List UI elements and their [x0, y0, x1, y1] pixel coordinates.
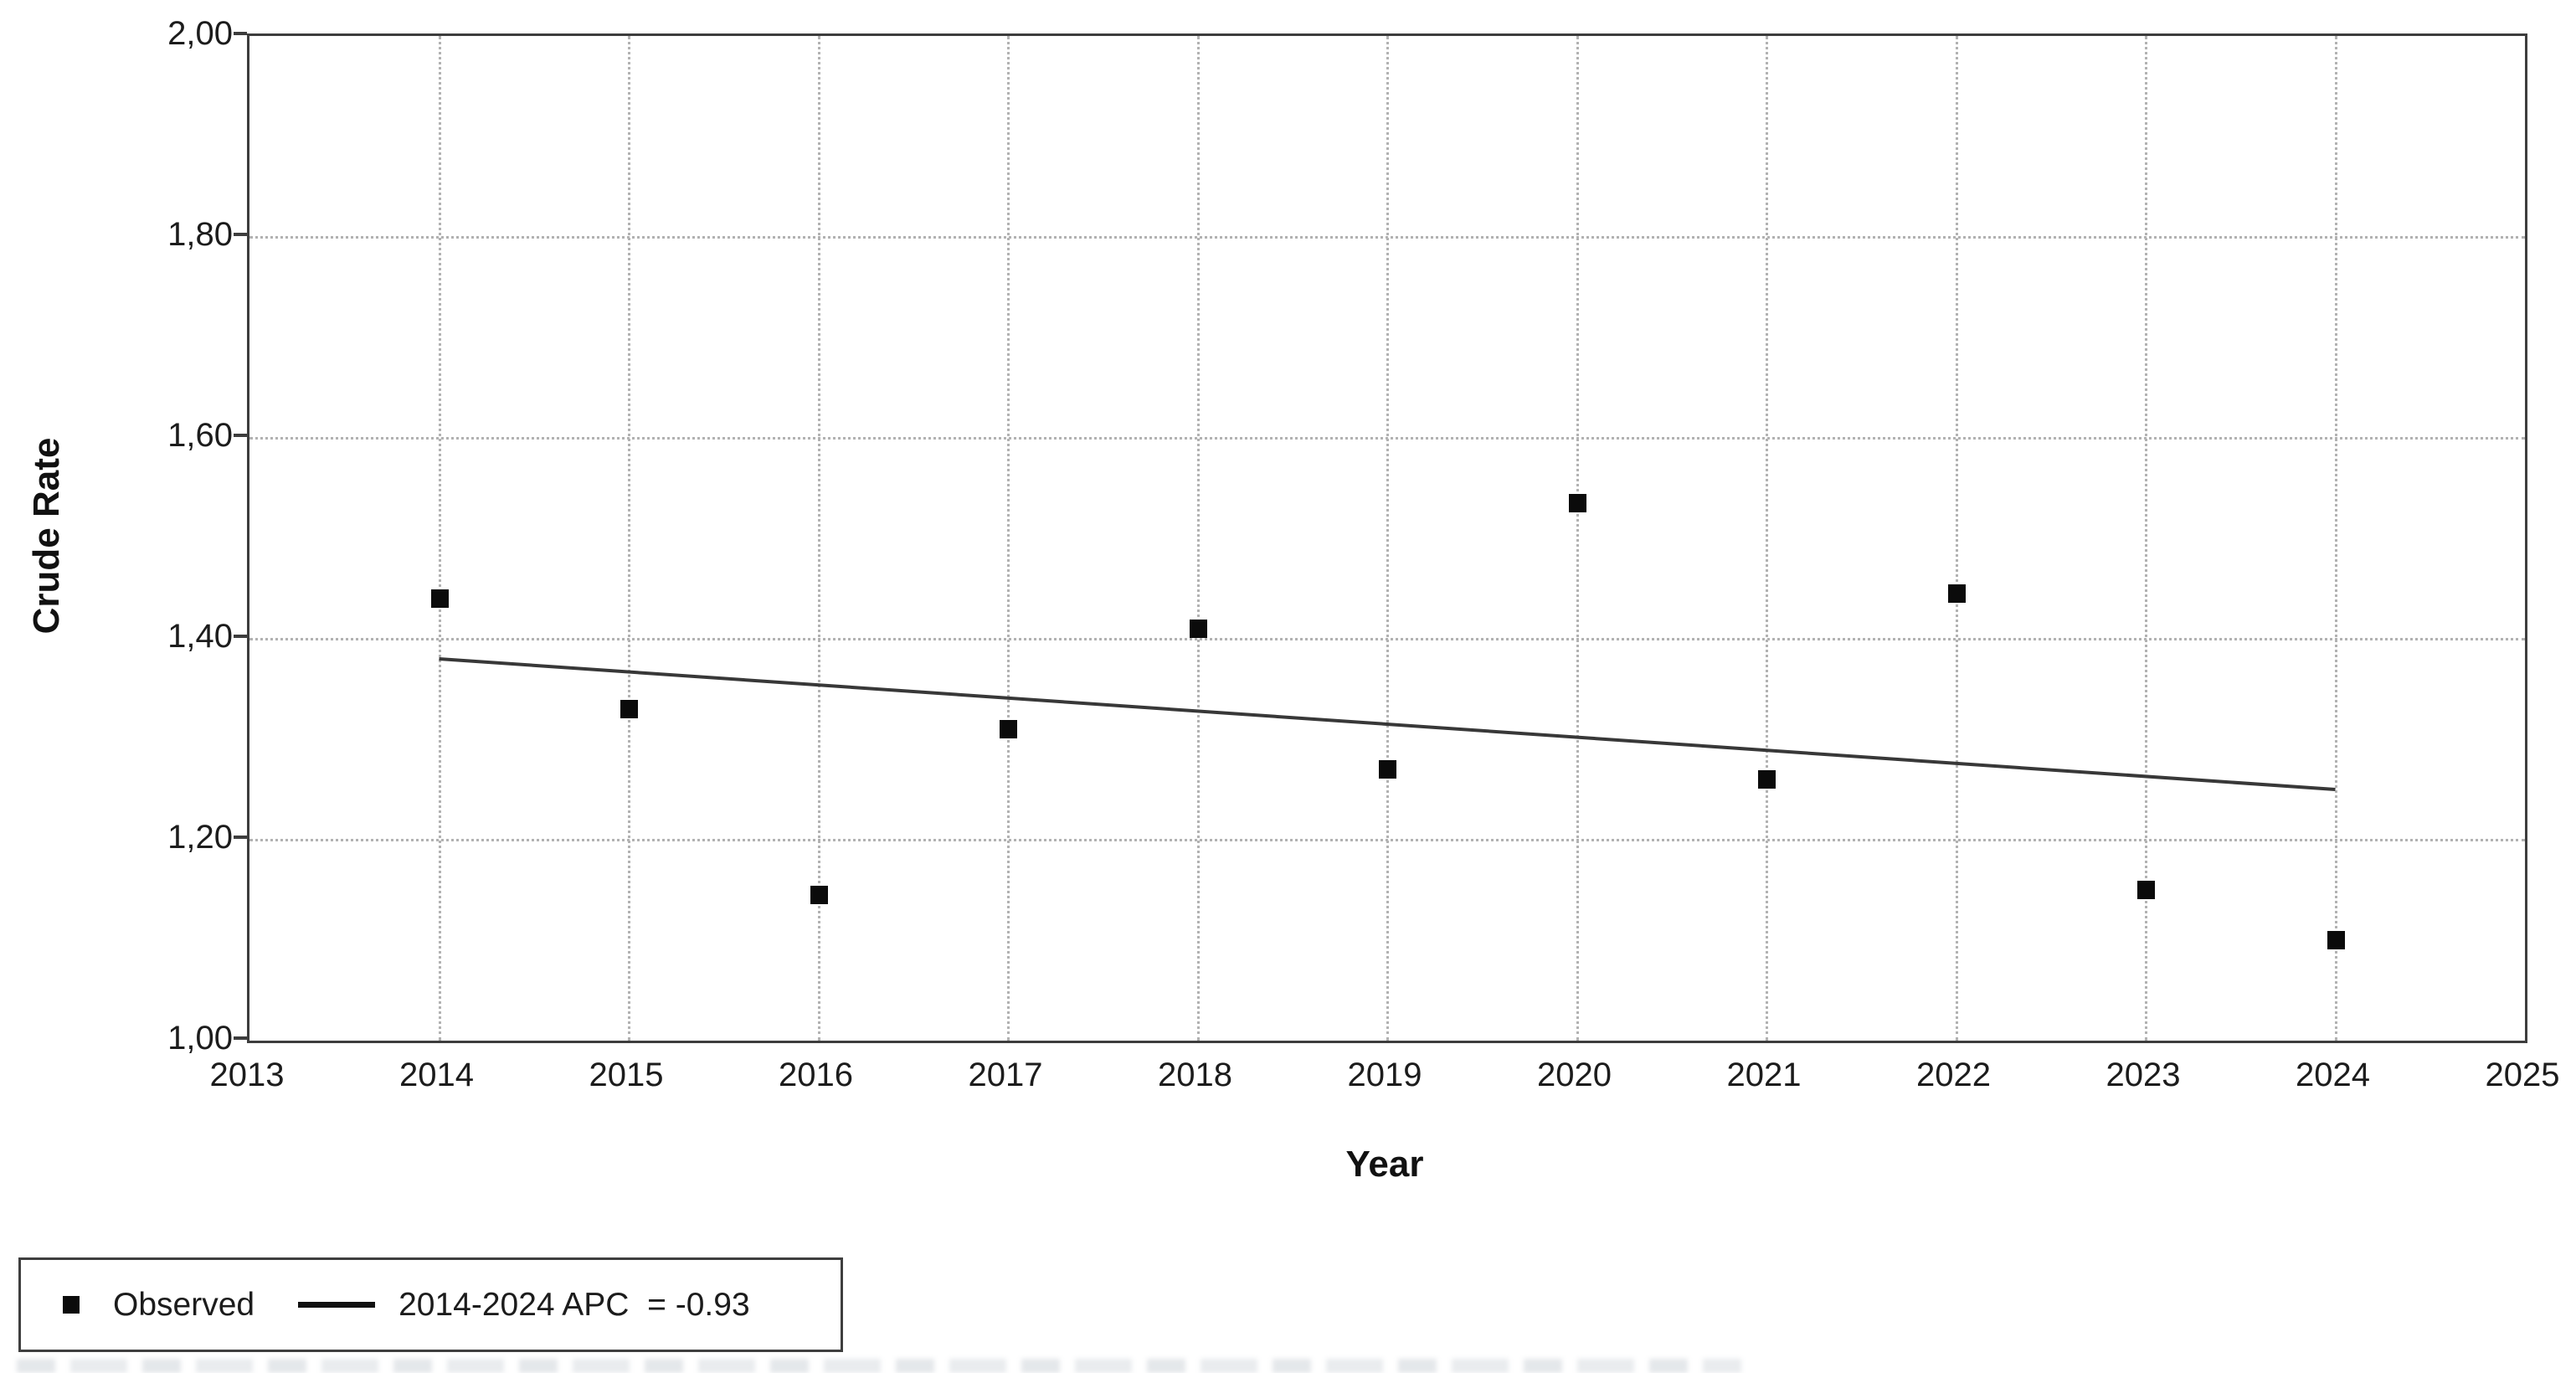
- y-tick-label: 1,40: [167, 618, 233, 655]
- observed-data-point: [1379, 760, 1396, 779]
- x-axis-title: Year: [1345, 1144, 1424, 1185]
- observed-data-point: [1568, 494, 1586, 512]
- vertical-gridline: [628, 36, 630, 1041]
- observed-data-point: [430, 589, 449, 608]
- y-tick-mark: [234, 32, 247, 35]
- x-tick-label: 2020: [1537, 1057, 1612, 1093]
- y-axis-title: Crude Rate: [26, 437, 67, 635]
- vertical-gridline: [817, 36, 820, 1041]
- y-tick-label: 1,20: [167, 819, 233, 856]
- vertical-gridline: [2334, 36, 2337, 1041]
- x-tick-label: 2015: [589, 1057, 664, 1093]
- x-tick-label: 2023: [2106, 1057, 2181, 1093]
- x-tick-label: 2014: [399, 1057, 474, 1093]
- observed-data-point: [1000, 720, 1017, 738]
- y-tick-label: 1,60: [167, 417, 233, 454]
- y-tick-mark: [234, 1036, 247, 1040]
- legend-apc-label: 2014-2024 APC = -0.93: [398, 1286, 750, 1323]
- vertical-gridline: [1955, 36, 1958, 1041]
- observed-data-point: [2137, 881, 2155, 899]
- illegible-cropped-footnote-text: [17, 1359, 1741, 1373]
- x-tick-label: 2021: [1726, 1057, 1802, 1093]
- vertical-gridline: [438, 36, 441, 1041]
- apc-trend-line: [439, 657, 2336, 791]
- x-tick-label: 2024: [2296, 1057, 2370, 1093]
- observed-data-point: [1947, 584, 1966, 603]
- y-tick-label: 2,00: [167, 15, 233, 52]
- x-tick-label: 2017: [968, 1057, 1043, 1093]
- observed-data-point: [810, 886, 828, 904]
- vertical-gridline: [2145, 36, 2147, 1041]
- y-tick-mark: [234, 233, 247, 236]
- legend-observed-label: Observed: [113, 1286, 255, 1323]
- y-tick-mark: [234, 434, 247, 437]
- x-tick-label: 2019: [1347, 1057, 1422, 1093]
- observed-data-point: [1758, 770, 1776, 789]
- x-tick-label: 2025: [2485, 1057, 2560, 1093]
- vertical-gridline: [1576, 36, 1579, 1041]
- vertical-gridline: [1196, 36, 1200, 1041]
- vertical-gridline: [1766, 36, 1768, 1041]
- y-tick-label: 1,80: [167, 216, 233, 253]
- x-tick-label: 2016: [779, 1057, 853, 1093]
- vertical-gridline: [1386, 36, 1389, 1041]
- y-tick-label: 1,00: [167, 1020, 233, 1057]
- x-tick-label: 2018: [1158, 1057, 1232, 1093]
- observed-data-point: [2327, 931, 2345, 949]
- plot-area: [247, 33, 2527, 1043]
- legend: Observed 2014-2024 APC = -0.93: [18, 1257, 843, 1352]
- legend-observed-square-marker: [63, 1296, 80, 1314]
- y-tick-mark: [234, 635, 247, 638]
- observed-data-point: [1189, 620, 1207, 638]
- x-tick-label: 2013: [209, 1057, 285, 1093]
- y-tick-mark: [234, 836, 247, 839]
- observed-data-point: [620, 700, 638, 718]
- legend-trend-line-marker: [298, 1302, 376, 1308]
- x-tick-label: 2022: [1916, 1057, 1991, 1093]
- vertical-gridline: [1007, 36, 1010, 1041]
